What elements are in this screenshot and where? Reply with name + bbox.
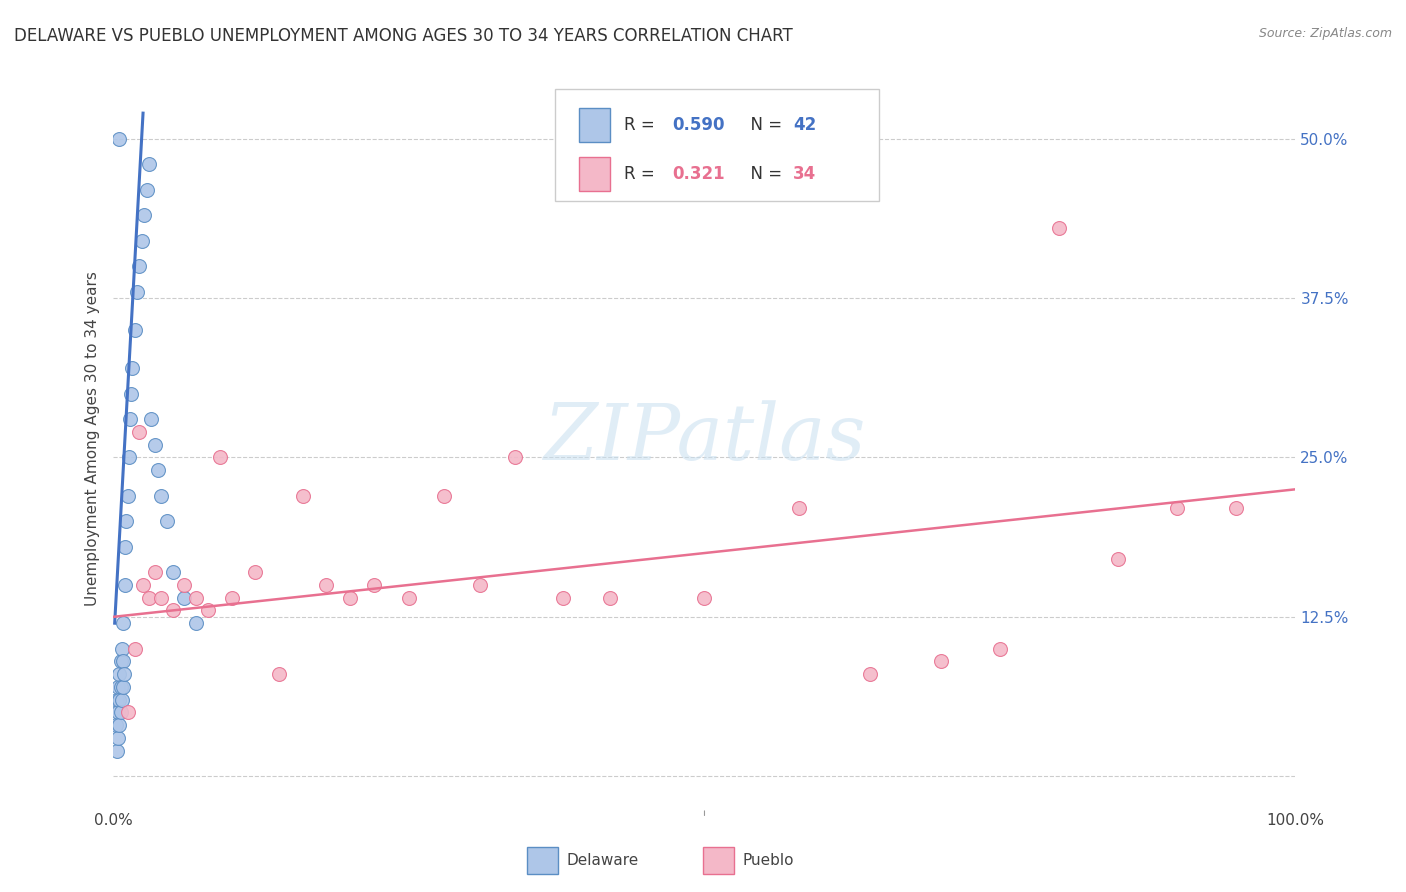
Point <box>505 450 527 465</box>
Point <box>433 489 456 503</box>
Point <box>105 744 128 758</box>
Point <box>197 603 219 617</box>
Point <box>110 680 132 694</box>
Text: 34: 34 <box>793 165 817 183</box>
Point <box>111 641 134 656</box>
Text: R =: R = <box>624 116 665 134</box>
Text: N =: N = <box>740 165 792 183</box>
Point <box>108 131 131 145</box>
Point <box>859 667 882 681</box>
Point <box>339 591 361 605</box>
Point <box>120 386 142 401</box>
Point <box>551 591 574 605</box>
Point <box>132 578 155 592</box>
Point <box>134 208 156 222</box>
Point <box>156 514 179 528</box>
Point <box>1047 221 1070 235</box>
Text: 0.590: 0.590 <box>672 116 724 134</box>
Point <box>267 667 290 681</box>
Point <box>138 157 160 171</box>
Point <box>186 591 208 605</box>
Point <box>173 591 195 605</box>
Point <box>127 285 149 299</box>
Point <box>143 438 166 452</box>
Point <box>104 718 127 732</box>
Point <box>114 578 136 592</box>
Point <box>1107 552 1129 566</box>
Point <box>363 578 385 592</box>
Text: R =: R = <box>624 165 665 183</box>
Point <box>149 591 172 605</box>
Text: Delaware: Delaware <box>567 854 638 868</box>
Text: DELAWARE VS PUEBLO UNEMPLOYMENT AMONG AGES 30 TO 34 YEARS CORRELATION CHART: DELAWARE VS PUEBLO UNEMPLOYMENT AMONG AG… <box>14 27 793 45</box>
Point <box>128 425 150 439</box>
Point <box>111 655 134 669</box>
Point <box>107 680 129 694</box>
Point <box>162 603 184 617</box>
Point <box>108 692 131 706</box>
Point <box>208 450 231 465</box>
Point <box>124 641 146 656</box>
Text: 0.321: 0.321 <box>672 165 724 183</box>
Point <box>148 463 170 477</box>
Point <box>1166 501 1188 516</box>
Point <box>107 731 129 745</box>
Point <box>315 578 337 592</box>
Point <box>114 540 136 554</box>
Point <box>110 655 132 669</box>
Point <box>111 692 134 706</box>
Point <box>468 578 491 592</box>
Point <box>186 616 208 631</box>
Point <box>118 412 141 426</box>
Point <box>988 641 1011 656</box>
Text: Source: ZipAtlas.com: Source: ZipAtlas.com <box>1258 27 1392 40</box>
Point <box>118 450 141 465</box>
Point <box>105 692 128 706</box>
Point <box>117 489 139 503</box>
Point <box>110 706 132 720</box>
Text: Pueblo: Pueblo <box>742 854 794 868</box>
Point <box>141 412 163 426</box>
Point <box>108 718 131 732</box>
Point <box>693 591 716 605</box>
Point <box>149 489 172 503</box>
Point <box>398 591 420 605</box>
Point <box>135 183 157 197</box>
Point <box>115 514 138 528</box>
Point <box>173 578 195 592</box>
Point <box>121 361 143 376</box>
Text: 42: 42 <box>793 116 817 134</box>
Point <box>128 259 150 273</box>
Point <box>929 655 952 669</box>
Text: ZIPatlas: ZIPatlas <box>543 401 866 476</box>
Point <box>787 501 810 516</box>
Point <box>111 680 134 694</box>
Point <box>291 489 314 503</box>
Point <box>245 565 267 579</box>
Point <box>162 565 184 579</box>
Point <box>124 323 146 337</box>
Point <box>1225 501 1247 516</box>
Point <box>221 591 243 605</box>
Point <box>107 706 129 720</box>
Point <box>131 234 153 248</box>
Point <box>112 667 135 681</box>
Y-axis label: Unemployment Among Ages 30 to 34 years: Unemployment Among Ages 30 to 34 years <box>86 271 100 606</box>
Point <box>143 565 166 579</box>
Text: N =: N = <box>740 116 792 134</box>
Point <box>138 591 160 605</box>
Point <box>108 667 131 681</box>
Point <box>599 591 621 605</box>
Point <box>111 616 134 631</box>
Point <box>117 706 139 720</box>
